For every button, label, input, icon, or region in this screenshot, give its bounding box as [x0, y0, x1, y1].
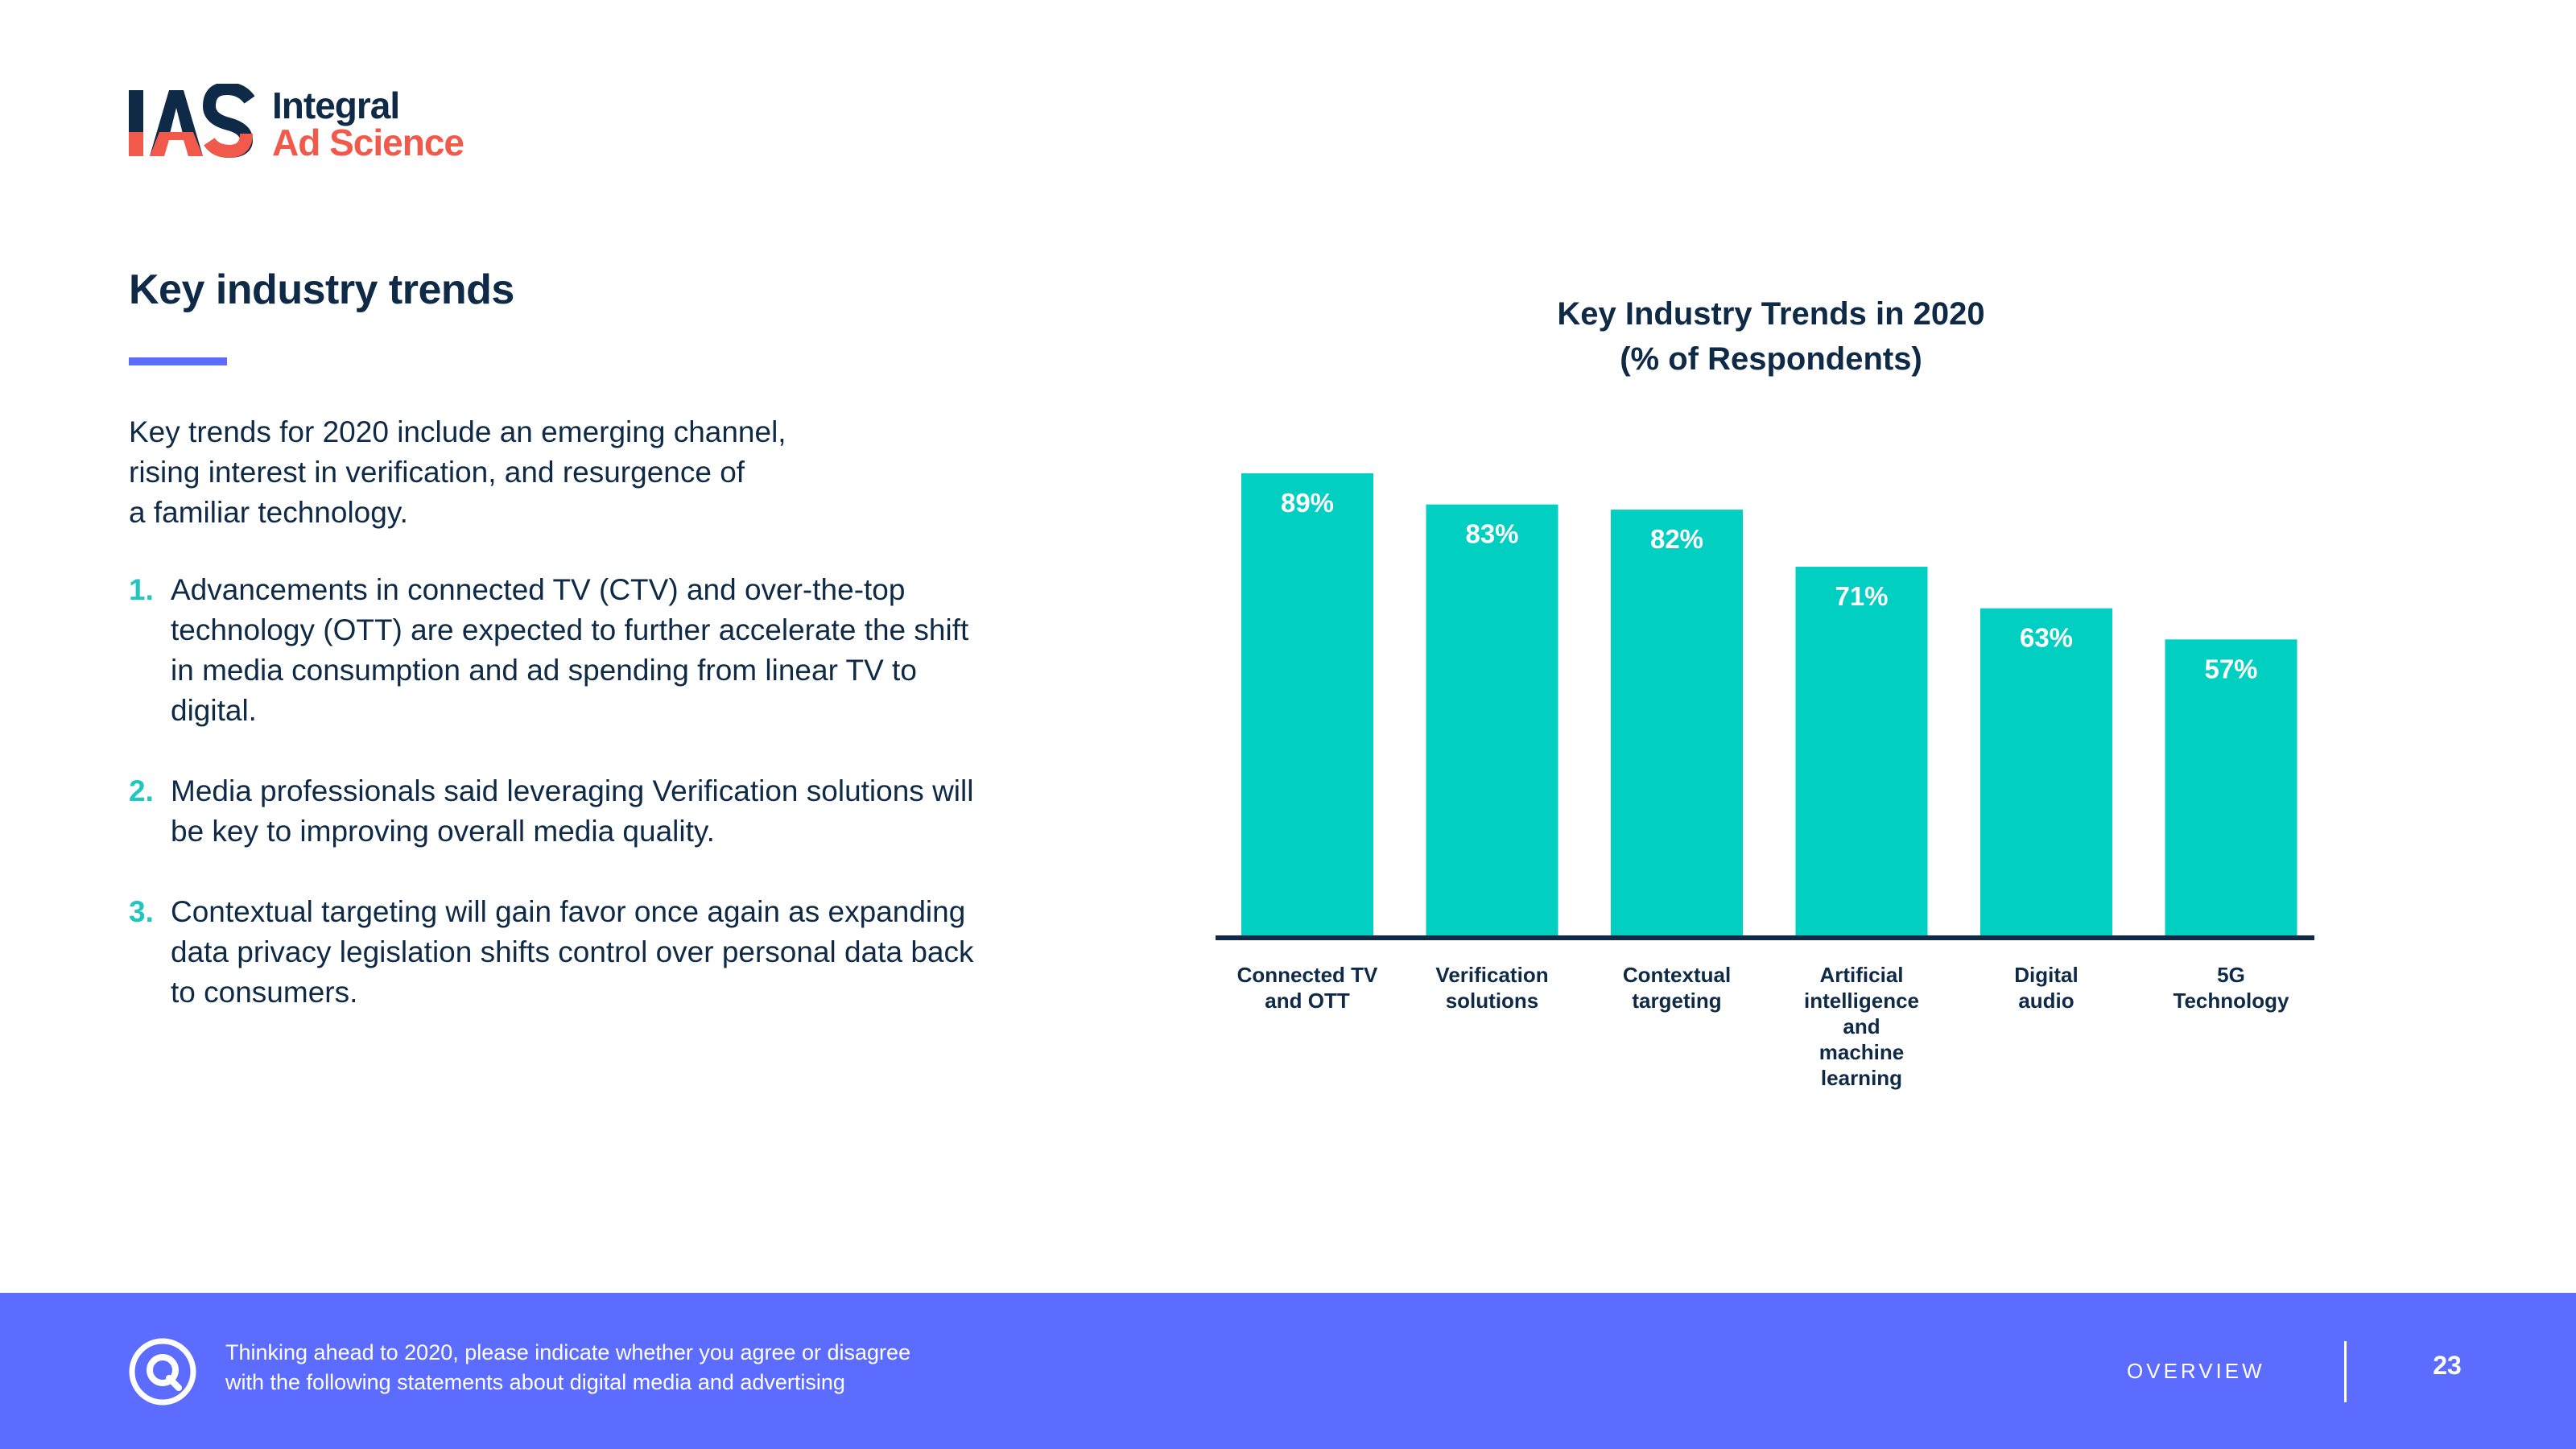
- logo-wordmark: Integral Ad Science: [272, 87, 464, 161]
- bar-value-label: 82%: [1650, 524, 1703, 554]
- category-label-line: learning: [1821, 1066, 1902, 1090]
- trend-text: Contextual targeting will gain favor onc…: [171, 895, 974, 1009]
- bar-2: [1426, 504, 1558, 935]
- category-label-line: solutions: [1446, 989, 1539, 1013]
- bar-1: [1241, 473, 1373, 935]
- survey-question-line: with the following statements about digi…: [225, 1370, 845, 1394]
- logo-line-1: Integral: [272, 85, 400, 126]
- chart-subtitle-line: (% of Respondents): [1620, 341, 1922, 377]
- category-label-line: intelligence: [1804, 989, 1919, 1013]
- category-label-line: and OTT: [1265, 989, 1350, 1013]
- bar-chart: 89% Connected TV and OTT 83% Verification sol…: [1216, 473, 2314, 1090]
- bar-5: [1980, 608, 2112, 935]
- trend-text: Media professionals said leveraging Veri…: [171, 774, 974, 848]
- page-number: 23: [2433, 1351, 2462, 1380]
- ias-logo: Integral Ad Science: [129, 84, 483, 164]
- bar-value-label: 71%: [1835, 581, 1888, 611]
- category-label-line: Verification: [1435, 963, 1548, 987]
- bar-value-label: 57%: [2204, 654, 2257, 683]
- survey-question-line: Thinking ahead to 2020, please indicate …: [225, 1340, 911, 1364]
- footer-bar: Thinking ahead to 2020, please indicate …: [0, 1293, 2576, 1449]
- section-label: OVERVIEW: [2127, 1359, 2265, 1383]
- trend-item-3: 3. Contextual targeting will gain favor …: [129, 892, 974, 1013]
- category-label-line: machine: [1819, 1040, 1905, 1064]
- trend-text: Advancements in connected TV (CTV) and o…: [171, 573, 969, 727]
- category-label-line: Digital: [2014, 963, 2078, 987]
- trend-item-2: 2. Media professionals said leveraging V…: [129, 771, 974, 852]
- trend-item-1: 1. Advancements in connected TV (CTV) an…: [129, 570, 974, 731]
- category-label-line: Technology: [2174, 989, 2290, 1013]
- ias-logo-mark: [129, 84, 255, 159]
- page-title: Key industry trends: [129, 266, 514, 313]
- bar-value-label: 89%: [1281, 488, 1334, 518]
- trend-number: 1.: [129, 573, 154, 606]
- bar-6: [2165, 639, 2297, 935]
- chart-title-line: Key Industry Trends in 2020: [1557, 296, 1985, 332]
- category-label: Contextual targeting: [1623, 963, 1731, 1013]
- category-label-line: Artificial: [1819, 963, 1903, 987]
- survey-question: Thinking ahead to 2020, please indicate …: [225, 1338, 1030, 1397]
- category-label: 5G Technology: [2174, 963, 2290, 1013]
- trend-number: 2.: [129, 774, 154, 807]
- category-label-line: 5G: [2217, 963, 2245, 987]
- category-label-line: targeting: [1632, 989, 1721, 1013]
- category-label: Connected TV and OTT: [1237, 963, 1378, 1013]
- intro-line: rising interest in verification, and res…: [129, 456, 745, 489]
- category-label-line: and: [1843, 1014, 1880, 1038]
- intro-line: Key trends for 2020 include an emerging …: [129, 415, 786, 448]
- logo-line-2: Ad Science: [272, 122, 464, 163]
- intro-paragraph: Key trends for 2020 include an emerging …: [129, 412, 853, 533]
- title-underline: [129, 357, 227, 365]
- category-label-line: audio: [2018, 989, 2074, 1013]
- category-label: Verification solutions: [1435, 963, 1548, 1013]
- category-label: Digital audio: [2014, 963, 2078, 1013]
- footer-divider: [2344, 1341, 2347, 1402]
- bar-3: [1611, 510, 1743, 935]
- bar-value-label: 83%: [1465, 519, 1518, 549]
- question-icon: [129, 1338, 196, 1406]
- trend-number: 3.: [129, 895, 154, 928]
- bar-value-label: 63%: [2020, 623, 2073, 653]
- chart-title: Key Industry Trends in 2020 (% of Respon…: [1433, 291, 2109, 382]
- bar-4: [1795, 567, 1928, 935]
- trend-list: 1. Advancements in connected TV (CTV) an…: [129, 570, 974, 1013]
- category-label: Artificial intelligence and machine learning: [1804, 963, 1919, 1090]
- intro-line: a familiar technology.: [129, 496, 408, 529]
- category-label-line: Contextual: [1623, 963, 1731, 987]
- category-label-line: Connected TV: [1237, 963, 1378, 987]
